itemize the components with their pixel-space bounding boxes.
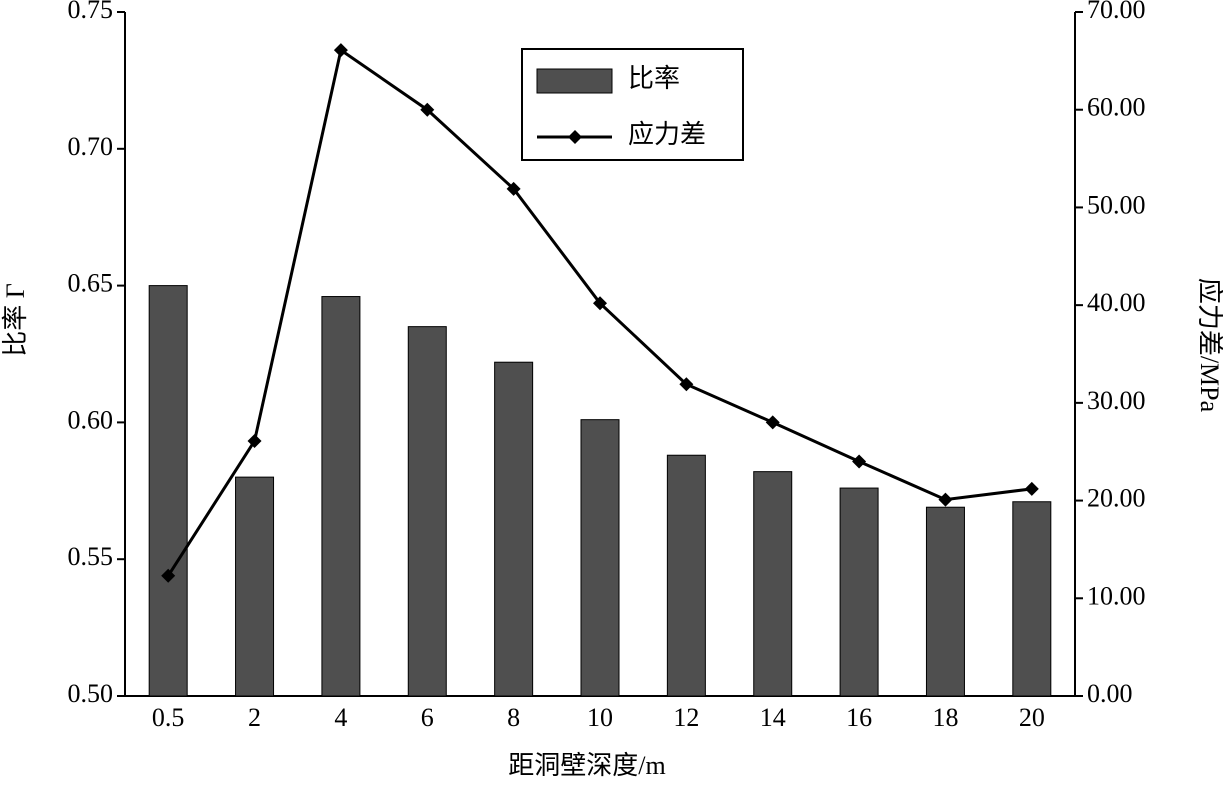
marker [679,377,694,392]
y-tick-label: 0.75 [68,0,114,24]
bar [148,285,188,697]
x-tick-label: 10 [587,703,613,732]
legend-marker [568,130,582,144]
bar [666,454,706,697]
x-tick-label: 0.5 [152,703,185,732]
bar [839,487,879,697]
x-tick-label: 2 [248,703,261,732]
bar [580,419,620,697]
y2-tick-label: 40.00 [1087,288,1146,317]
bar [321,296,361,697]
legend-label: 比率 [628,64,680,93]
x-axis-label: 距洞壁深度/m [508,751,665,780]
y2-tick-label: 30.00 [1087,386,1146,415]
x-tick-label: 14 [760,703,786,732]
marker [765,415,780,430]
y2-tick-label: 0.00 [1087,679,1133,708]
y2-tick-label: 60.00 [1087,93,1146,122]
y-tick-label: 0.55 [68,542,114,571]
legend-swatch [536,68,613,94]
marker [593,296,607,311]
x-tick-label: 4 [334,703,347,732]
bar [494,361,534,697]
y-axis-label: 比率 Γ [1,283,30,357]
marker [506,181,521,196]
y2-tick-label: 20.00 [1087,484,1146,513]
marker [852,454,867,469]
y2-tick-label: 70.00 [1087,0,1146,24]
y2-tick-label: 50.00 [1087,190,1146,219]
legend-box [521,48,744,161]
bar [1012,501,1052,697]
y-tick-label: 0.70 [68,132,114,161]
marker [1024,481,1039,496]
bar [235,476,275,697]
x-tick-label: 8 [507,703,520,732]
marker [161,568,176,583]
marker [247,433,262,448]
y-tick-label: 0.65 [68,269,114,298]
bar [407,326,447,697]
marker [938,492,953,507]
marker [420,102,435,117]
y2-tick-label: 10.00 [1087,581,1146,610]
x-tick-label: 12 [673,703,699,732]
bar [925,506,965,697]
x-tick-label: 6 [421,703,434,732]
legend-label: 应力差 [628,120,706,149]
x-tick-label: 18 [932,703,958,732]
y2-axis-label: 应力差/MPa [1195,278,1223,413]
y-tick-label: 0.60 [68,405,114,434]
x-tick-label: 20 [1019,703,1045,732]
x-tick-label: 16 [846,703,872,732]
marker [333,43,348,58]
y-tick-label: 0.50 [68,679,114,708]
bar [753,471,793,697]
